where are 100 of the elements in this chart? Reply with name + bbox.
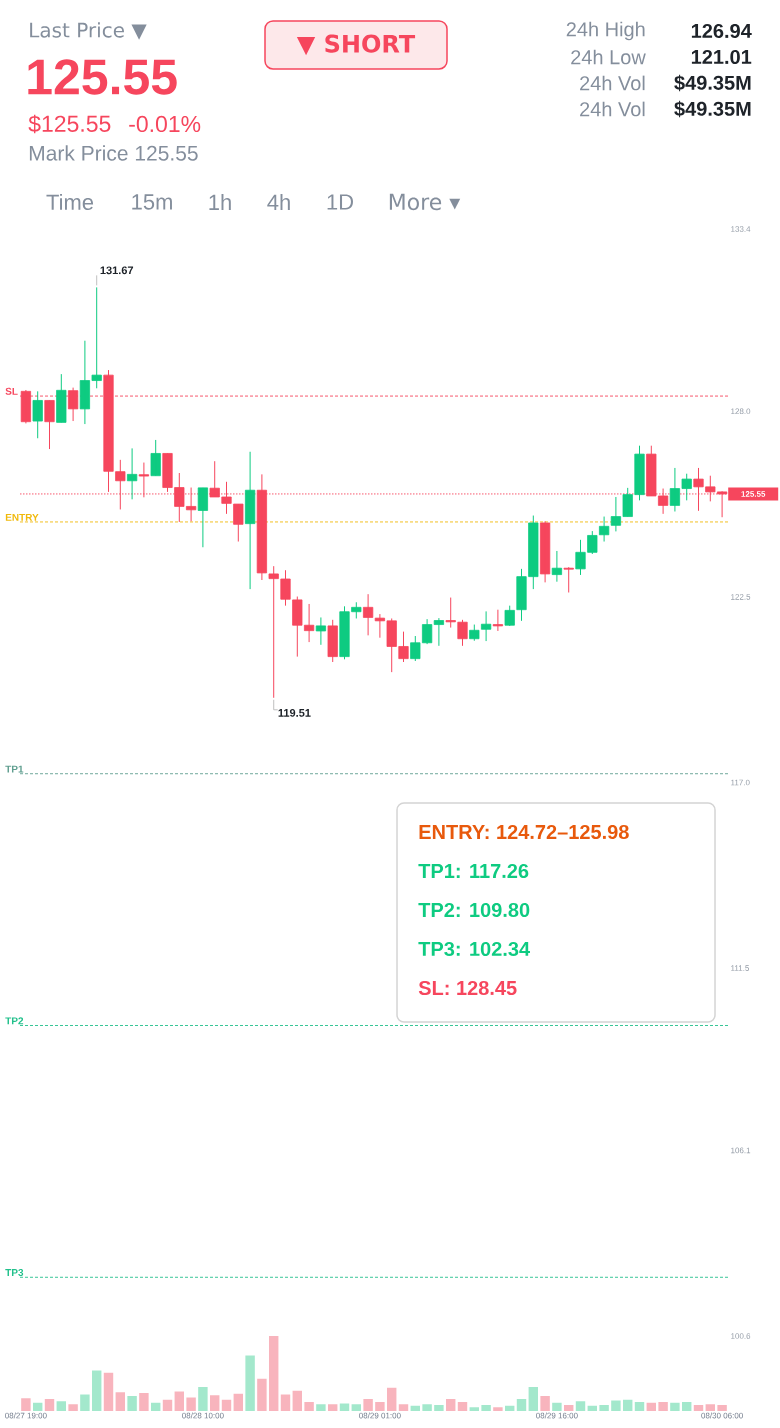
annotation: SL: 128.45 <box>418 980 517 996</box>
bar <box>599 1405 609 1411</box>
bar <box>516 1399 527 1411</box>
ref-line-label: TP1 <box>5 765 24 773</box>
annotation: 131.67 <box>100 266 134 275</box>
bar <box>316 1404 326 1411</box>
candlestick <box>32 390 43 439</box>
candlestick <box>492 609 504 632</box>
candlestick <box>150 439 161 477</box>
bar <box>469 1407 480 1411</box>
bar <box>670 1402 680 1411</box>
text: 24h Low <box>571 49 646 65</box>
bar <box>91 1370 102 1411</box>
bar <box>139 1393 149 1411</box>
bar <box>292 1390 303 1411</box>
text: Time <box>46 193 94 211</box>
candlestick <box>44 399 55 450</box>
text: $125.55 <box>28 114 111 134</box>
x-tick-label: 08/29 16:00 <box>536 1412 578 1419</box>
candlestick <box>469 624 480 642</box>
bar <box>528 1387 539 1411</box>
ref-line-label: TP2 <box>5 1017 24 1025</box>
bar <box>646 1402 657 1411</box>
text: 15m <box>132 194 172 210</box>
text: 126.94 <box>691 23 752 39</box>
bar <box>351 1404 362 1411</box>
candlestick <box>56 373 67 423</box>
bar <box>32 1402 43 1411</box>
bar <box>21 1398 31 1411</box>
y-tick-label: 100.6 <box>731 1333 751 1339</box>
text: 24h High <box>566 21 645 41</box>
bar <box>80 1394 90 1411</box>
text: $49.35M <box>674 100 751 118</box>
text: 1h <box>209 194 231 210</box>
bar <box>422 1404 432 1411</box>
y-tick-label: 128.0 <box>731 408 751 415</box>
bar <box>398 1404 409 1411</box>
text: 24h Vol <box>580 101 645 117</box>
annotation: TP3: 102.34 <box>418 941 530 957</box>
bar <box>150 1402 161 1411</box>
bar <box>693 1405 704 1411</box>
bar <box>386 1387 397 1411</box>
bar <box>658 1402 668 1411</box>
text: 1D <box>327 194 353 210</box>
bar <box>445 1399 456 1411</box>
bar <box>127 1396 137 1411</box>
bar <box>634 1402 645 1411</box>
y-tick-label: 133.4 <box>731 226 751 232</box>
bar <box>375 1402 385 1411</box>
bar <box>44 1399 55 1411</box>
annotation: ENTRY: 124.72–125.98 <box>419 824 629 840</box>
bar <box>233 1393 244 1411</box>
bar <box>115 1392 126 1411</box>
text: Last Price ▼ <box>30 22 147 40</box>
bar <box>705 1404 716 1411</box>
bar <box>540 1396 550 1411</box>
bar <box>198 1387 208 1411</box>
annotation: TP2: 109.80 <box>418 902 530 918</box>
bar <box>563 1405 574 1411</box>
bar <box>103 1372 114 1411</box>
bar <box>611 1400 621 1411</box>
y-tick-label: 117.0 <box>731 779 750 786</box>
y-tick-label: 106.1 <box>731 1147 751 1154</box>
x-tick-label: 08/30 06:00 <box>701 1412 743 1419</box>
bar <box>622 1399 633 1411</box>
bar <box>587 1405 598 1411</box>
ref-line-label: SL <box>5 387 18 395</box>
bar <box>68 1404 78 1411</box>
y-tick-label: 122.5 <box>731 594 751 600</box>
bar <box>186 1397 196 1411</box>
ref-line-label: ENTRY <box>5 513 39 521</box>
bar <box>504 1405 515 1411</box>
bar <box>434 1405 444 1411</box>
bar <box>717 1405 727 1411</box>
candlestick <box>504 605 515 627</box>
text: 4h <box>267 194 290 210</box>
bar <box>363 1399 373 1411</box>
bar <box>221 1399 232 1411</box>
x-tick-label: 08/27 19:00 <box>5 1412 47 1419</box>
bar <box>681 1402 692 1411</box>
bar <box>552 1402 562 1411</box>
bar <box>56 1401 67 1411</box>
ref-line-label: TP3 <box>5 1268 24 1277</box>
bar <box>268 1336 279 1411</box>
text: 125.55 <box>28 59 177 95</box>
x-tick-label: 08/28 10:00 <box>182 1412 224 1419</box>
annotation: 119.51 <box>278 708 311 717</box>
bar <box>457 1402 468 1411</box>
text: 121.01 <box>691 49 752 65</box>
candlestick <box>315 616 327 646</box>
bar <box>162 1399 173 1411</box>
text: ▼ SHORT <box>296 34 416 56</box>
bar <box>327 1404 338 1411</box>
bar <box>481 1405 491 1411</box>
bar <box>174 1391 185 1411</box>
bar <box>280 1394 291 1411</box>
text: Mark Price 125.55 <box>29 145 198 161</box>
text: $49.35M <box>674 74 751 92</box>
x-tick-label: 08/29 01:00 <box>359 1412 401 1419</box>
bar <box>304 1402 314 1411</box>
